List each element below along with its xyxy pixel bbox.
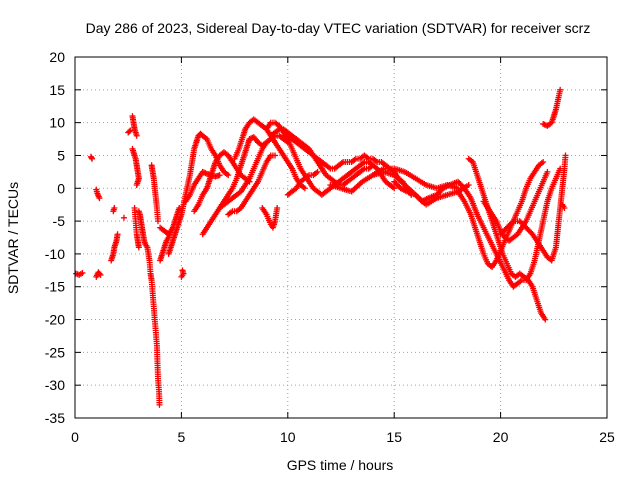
data-point (465, 181, 472, 188)
data-point (562, 152, 569, 159)
y-tick-label: -15 (45, 279, 65, 295)
x-axis-label: GPS time / hours (287, 457, 394, 473)
data-point (135, 244, 142, 251)
points-layer (73, 86, 569, 408)
data-point (89, 155, 96, 162)
data-point (509, 219, 516, 226)
chart-title: Day 286 of 2023, Sidereal Day-to-day VTE… (86, 20, 591, 36)
data-point (542, 316, 549, 323)
data-track (93, 269, 104, 280)
y-tick-label: 15 (49, 82, 65, 98)
data-point (179, 267, 186, 274)
x-tick-label: 10 (280, 429, 296, 445)
data-point (96, 270, 103, 277)
data-point (272, 152, 279, 159)
data-track (73, 269, 86, 278)
data-track (129, 145, 142, 188)
y-tick-label: -35 (45, 410, 65, 426)
data-track (178, 267, 187, 280)
data-track (497, 152, 569, 264)
data-point (225, 172, 232, 179)
data-point (156, 401, 163, 408)
data-point (216, 172, 223, 179)
data-track (87, 153, 96, 162)
data-track (131, 204, 142, 251)
data-track (559, 201, 568, 211)
y-tick-label: -10 (45, 246, 65, 262)
x-tick-label: 25 (599, 429, 615, 445)
x-tick-label: 15 (386, 429, 402, 445)
data-point (557, 86, 564, 93)
data-point (561, 204, 568, 211)
x-tick-label: 0 (71, 429, 79, 445)
data-point (133, 181, 140, 188)
data-track (110, 204, 118, 215)
data-track (93, 186, 103, 202)
data-track (125, 127, 134, 136)
data-track (108, 231, 121, 264)
data-track (165, 130, 232, 257)
data-point (114, 231, 121, 238)
data-point (79, 269, 86, 276)
data-point (540, 159, 547, 166)
data-track (540, 86, 564, 129)
y-tick-label: -5 (53, 213, 66, 229)
y-tick-label: 5 (57, 147, 65, 163)
data-track (225, 152, 279, 218)
data-point (544, 168, 551, 175)
y-tick-label: -25 (45, 344, 65, 360)
data-track (391, 165, 564, 290)
y-tick-label: -30 (45, 377, 65, 393)
data-point (133, 132, 140, 139)
y-axis-label: SDTVAR / TECUs (5, 182, 21, 294)
data-point (274, 204, 281, 211)
data-track (157, 204, 183, 264)
y-tick-label: 20 (49, 49, 65, 65)
data-point (301, 185, 308, 192)
data-track (148, 162, 161, 225)
data-track (135, 208, 163, 408)
plot-frame (74, 56, 608, 419)
x-tick-label: 5 (178, 429, 186, 445)
data-point (111, 204, 118, 211)
data-point (97, 271, 104, 278)
data-point (120, 214, 127, 221)
data-track (259, 204, 281, 231)
y-tick-label: -20 (45, 312, 65, 328)
data-point (126, 128, 133, 135)
x-tick-label: 20 (493, 429, 509, 445)
y-tick-label: 10 (49, 115, 65, 131)
data-track (120, 214, 127, 221)
ticks-layer: 0 5 10 15 20 25 -35 -30 -25 -20 -15 -10 -5 0 5 10 15 20 (45, 49, 615, 445)
data-point (314, 168, 321, 175)
data-track (129, 113, 140, 139)
data-track (284, 168, 321, 198)
data-point (154, 218, 161, 225)
data-point (391, 185, 398, 192)
y-tick-label: 0 (57, 180, 65, 196)
data-point (96, 195, 103, 202)
